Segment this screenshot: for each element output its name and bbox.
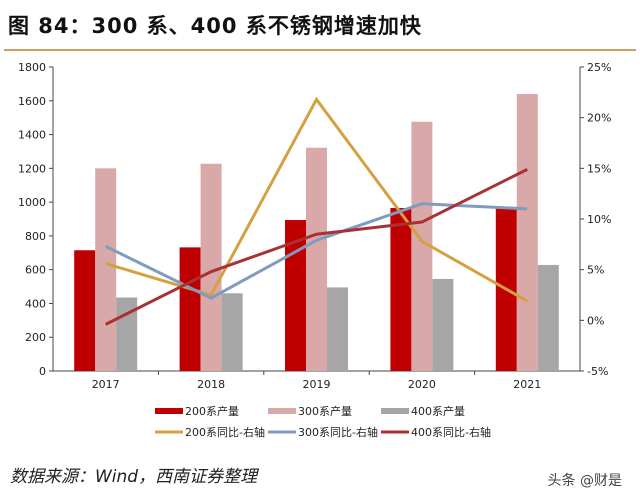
right-tick-label: 10% [587,213,611,226]
bar-300系产量 [95,168,117,371]
bar-200系产量 [285,220,306,371]
legend-label: 300系产量 [298,404,352,418]
bar-300系产量 [200,163,222,371]
chart-title: 图 84：300 系、400 系不锈钢增速加快 [8,14,422,38]
legend-label: 400系产量 [411,404,465,418]
legend-label: 300系同比-右轴 [298,425,378,439]
left-tick-label: 1800 [18,61,46,74]
right-tick-label: 15% [587,162,611,175]
bar-300系产量 [516,94,538,372]
left-tick-label: 1400 [18,129,46,142]
right-tick-label: 5% [587,264,604,277]
bar-300系产量 [411,121,433,371]
bar-200系产量 [390,208,412,371]
right-tick-label: 25% [587,61,611,74]
x-tick-label: 2017 [92,378,120,391]
x-tick-label: 2021 [513,378,541,391]
line-200系同比-右轴 [105,96,529,303]
left-tick-label: 200 [25,331,46,344]
bar-200系产量 [74,250,96,371]
right-tick-label: 0% [587,314,604,327]
bar-300系产量 [306,147,327,371]
x-tick-label: 2020 [408,378,436,391]
bar-400系产量 [537,264,559,371]
legend-label: 200系同比-右轴 [185,425,265,439]
left-tick-label: 800 [25,230,46,243]
x-tick-label: 2018 [197,378,225,391]
legend-swatch [268,408,296,414]
legend-label: 400系同比-右轴 [411,425,491,439]
left-tick-label: 400 [25,297,46,310]
legend-swatch [155,408,183,414]
left-tick-label: 1600 [18,95,46,108]
bar-400系产量 [221,293,243,371]
left-tick-label: 1000 [18,196,46,209]
legend-swatch [268,430,296,434]
title-divider [4,49,636,51]
x-tick-label: 2019 [303,378,331,391]
chart: 0 200 400 600 800 1000 1200 1400 1600 1800 -5% 0% 5%… [18,61,611,439]
legend-swatch [381,408,409,414]
left-tick-label: 0 [39,365,46,378]
right-tick-label: -5% [587,365,608,378]
bar-400系产量 [432,278,454,371]
legend-swatch [155,430,183,434]
legend-label: 200系产量 [185,404,239,418]
bar-200系产量 [179,247,201,371]
watermark: 头条 @财是 [547,473,622,489]
left-tick-label: 1200 [18,162,46,175]
line-400系同比-右轴 [105,168,528,326]
legend-swatch [381,430,409,434]
bar-400系产量 [327,287,348,371]
right-tick-label: 20% [587,112,611,125]
source-note: 数据来源：Wind，西南证券整理 [10,467,258,487]
left-tick-label: 600 [25,264,46,277]
